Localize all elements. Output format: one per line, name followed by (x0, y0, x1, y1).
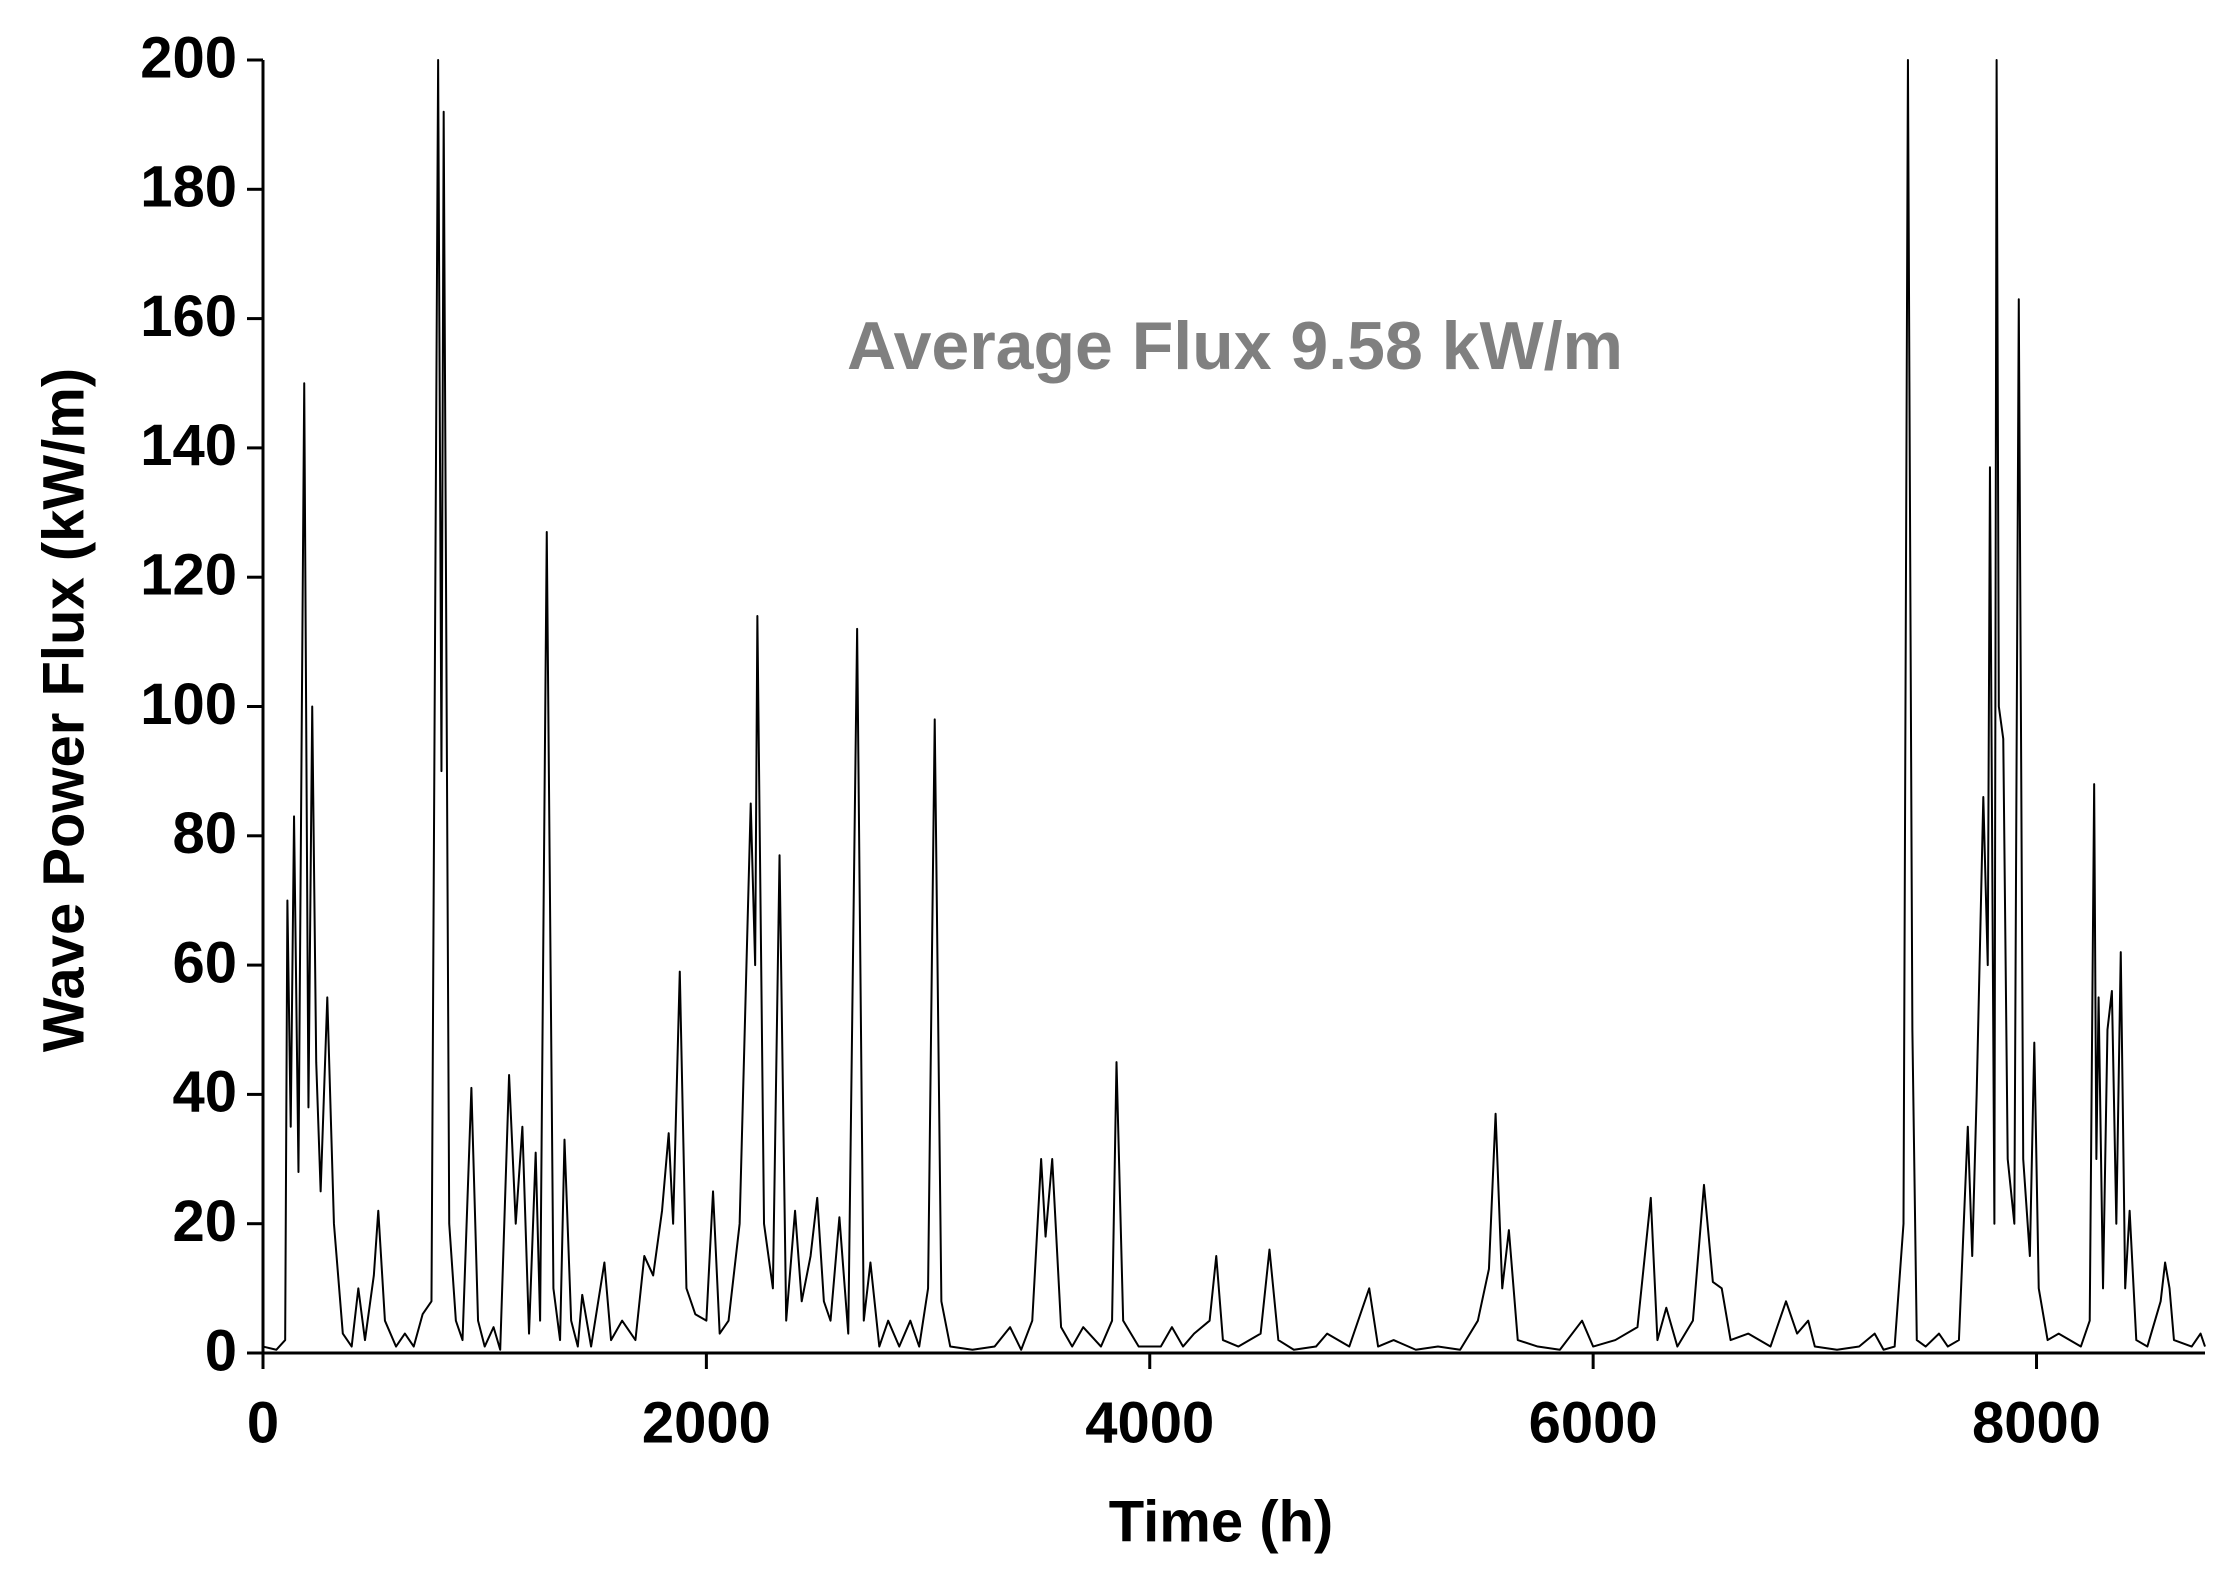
y-tick-label: 160 (140, 284, 237, 349)
y-tick-label: 60 (172, 930, 237, 995)
x-axis-label: Time (h) (1109, 1489, 1334, 1554)
x-tick-label: 8000 (1972, 1390, 2101, 1455)
x-tick-label: 6000 (1529, 1390, 1658, 1455)
x-tick-label: 0 (247, 1390, 279, 1455)
y-tick-label: 0 (205, 1318, 237, 1383)
x-tick-label: 4000 (1085, 1390, 1214, 1455)
y-tick-label: 180 (140, 155, 237, 220)
y-tick-label: 80 (172, 801, 237, 866)
y-tick-label: 40 (172, 1060, 237, 1125)
y-axis-label: Wave Power Flux (kW/m) (31, 368, 96, 1052)
y-tick-label: 100 (140, 672, 237, 737)
y-tick-label: 140 (140, 413, 237, 478)
y-tick-label: 20 (172, 1189, 237, 1254)
annotation: Average Flux 9.58 kW/m (847, 308, 1623, 384)
y-tick-label: 120 (140, 543, 237, 608)
x-tick-label: 2000 (642, 1390, 771, 1455)
line-series (262, 59, 2206, 1351)
y-tick-label: 200 (140, 25, 237, 90)
